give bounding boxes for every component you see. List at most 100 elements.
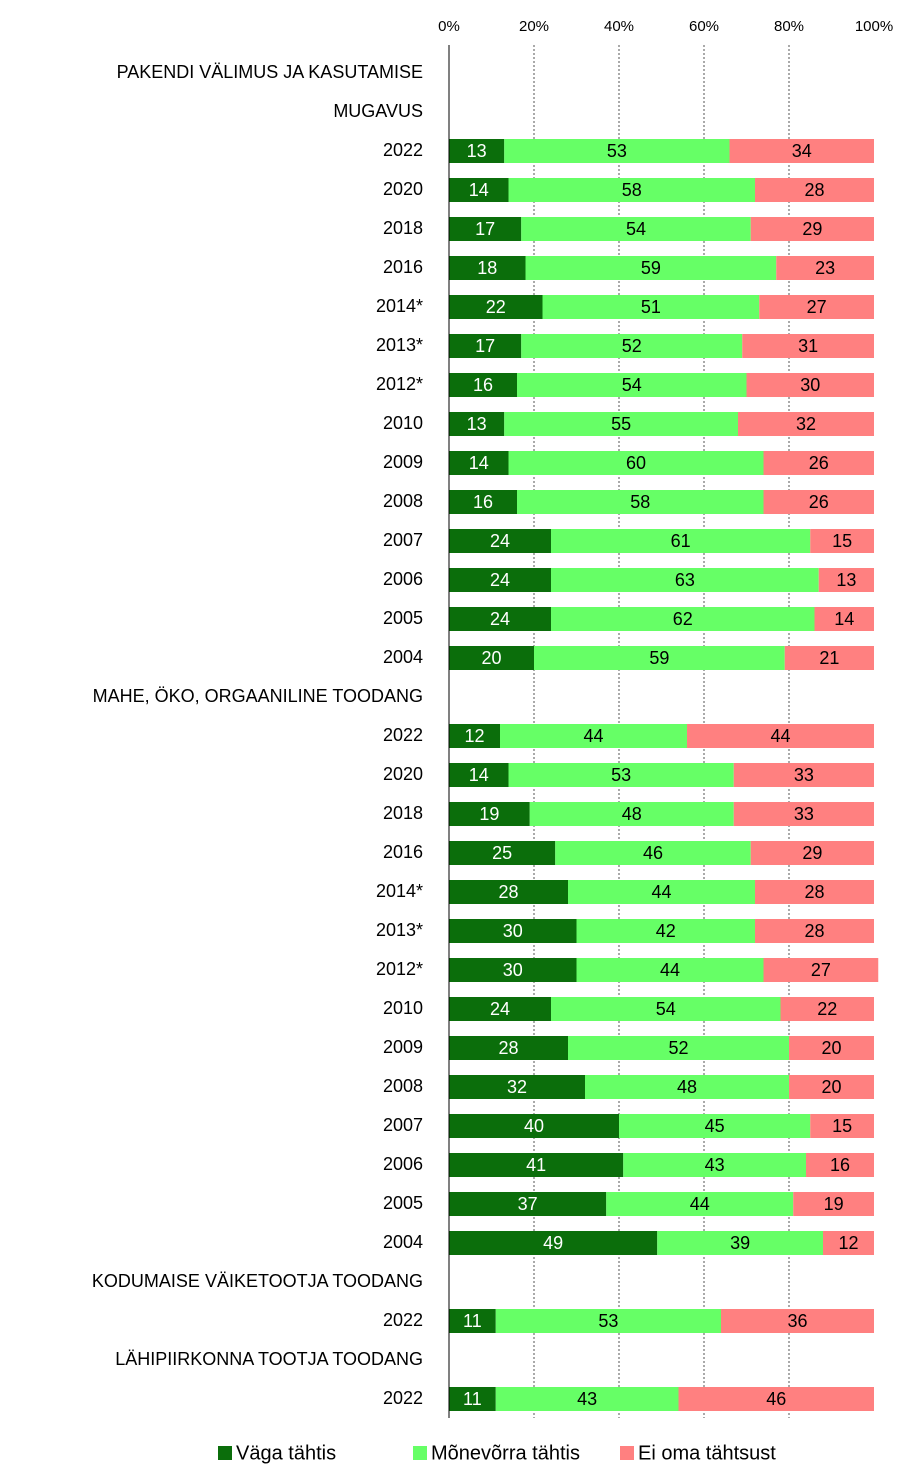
y-tick-label: 2022 bbox=[383, 1310, 423, 1330]
bar-segment bbox=[449, 724, 500, 748]
bar-segment bbox=[449, 568, 551, 592]
data-label: 46 bbox=[766, 1389, 786, 1409]
data-label: 24 bbox=[490, 999, 510, 1019]
y-tick-label: MUGAVUS bbox=[333, 101, 423, 121]
data-label: 20 bbox=[481, 648, 501, 668]
bar-segment bbox=[750, 841, 874, 865]
data-label: 53 bbox=[611, 765, 631, 785]
bar-segment bbox=[619, 1114, 811, 1138]
data-label: 14 bbox=[469, 180, 489, 200]
bar-segment bbox=[534, 646, 785, 670]
bar-segment bbox=[755, 178, 874, 202]
data-label: 40 bbox=[524, 1116, 544, 1136]
bar-segment bbox=[521, 217, 751, 241]
data-label: 16 bbox=[473, 375, 493, 395]
data-label: 20 bbox=[821, 1038, 841, 1058]
data-label: 31 bbox=[798, 336, 818, 356]
bar-segment bbox=[687, 724, 874, 748]
bar-segment bbox=[508, 178, 755, 202]
bar-segment bbox=[776, 256, 874, 280]
y-tick-label: 2005 bbox=[383, 608, 423, 628]
legend-label: Mõnevõrra tähtis bbox=[431, 1442, 580, 1464]
bar-segment bbox=[623, 1153, 806, 1177]
x-tick-label: 0% bbox=[438, 18, 460, 35]
data-label: 28 bbox=[804, 882, 824, 902]
data-label: 14 bbox=[834, 609, 854, 629]
bar-segment bbox=[449, 256, 526, 280]
bar-segment bbox=[606, 1192, 794, 1216]
bar-segment bbox=[742, 334, 874, 358]
data-label: 19 bbox=[824, 1194, 844, 1214]
y-tick-label: 2014* bbox=[376, 296, 423, 316]
y-tick-label: PAKENDI VÄLIMUS JA KASUTAMISE bbox=[117, 62, 423, 82]
bar-segment bbox=[508, 451, 764, 475]
bar-segment bbox=[733, 763, 874, 787]
x-tick-label: 100% bbox=[855, 18, 893, 35]
data-label: 22 bbox=[817, 999, 837, 1019]
data-label: 54 bbox=[626, 219, 646, 239]
bar-segment bbox=[449, 178, 509, 202]
bar-segment bbox=[449, 1192, 607, 1216]
bar-segment bbox=[585, 1075, 789, 1099]
bar-segment bbox=[789, 1036, 874, 1060]
data-label: 22 bbox=[486, 297, 506, 317]
data-label: 32 bbox=[507, 1077, 527, 1097]
bar-segment bbox=[449, 529, 551, 553]
data-label: 44 bbox=[651, 882, 671, 902]
bar-segment bbox=[678, 1387, 874, 1411]
bar-segment bbox=[495, 1387, 679, 1411]
data-label: 25 bbox=[492, 843, 512, 863]
data-label: 30 bbox=[800, 375, 820, 395]
data-label: 15 bbox=[832, 531, 852, 551]
y-tick-label: 2016 bbox=[383, 842, 423, 862]
data-label: 59 bbox=[641, 258, 661, 278]
bar-segment bbox=[529, 802, 734, 826]
data-label: 33 bbox=[794, 804, 814, 824]
bar-segment bbox=[449, 646, 534, 670]
x-tick-label: 60% bbox=[689, 18, 719, 35]
bar-segment bbox=[525, 256, 777, 280]
bar-segment bbox=[657, 1231, 823, 1255]
data-label: 27 bbox=[811, 960, 831, 980]
data-label: 12 bbox=[838, 1233, 858, 1253]
bar-segment bbox=[449, 412, 505, 436]
y-tick-label: 2007 bbox=[383, 530, 423, 550]
bar-segment bbox=[784, 646, 874, 670]
bar-segment bbox=[759, 295, 874, 319]
data-label: 63 bbox=[675, 570, 695, 590]
y-tick-label: 2020 bbox=[383, 179, 423, 199]
x-tick-label: 40% bbox=[604, 18, 634, 35]
data-label: 27 bbox=[807, 297, 827, 317]
bar-segment bbox=[551, 529, 811, 553]
bar-segment bbox=[750, 217, 874, 241]
data-label: 29 bbox=[802, 843, 822, 863]
data-label: 15 bbox=[832, 1116, 852, 1136]
y-tick-label: 2008 bbox=[383, 1076, 423, 1096]
bar-segment bbox=[449, 763, 509, 787]
data-label: 28 bbox=[498, 1038, 518, 1058]
data-label: 26 bbox=[809, 453, 829, 473]
y-tick-label: MAHE, ÖKO, ORGAANILINE TOODANG bbox=[93, 686, 423, 706]
bar-segment bbox=[504, 139, 730, 163]
data-label: 59 bbox=[649, 648, 669, 668]
bar-segment bbox=[555, 841, 751, 865]
bar-segment bbox=[449, 880, 568, 904]
bar-segment bbox=[449, 490, 517, 514]
y-tick-label: 2004 bbox=[383, 1232, 423, 1252]
y-tick-label: 2006 bbox=[383, 569, 423, 589]
bar-segment bbox=[449, 295, 543, 319]
y-tick-label: 2012* bbox=[376, 959, 423, 979]
data-label: 52 bbox=[668, 1038, 688, 1058]
data-label: 13 bbox=[836, 570, 856, 590]
y-tick-label: 2012* bbox=[376, 374, 423, 394]
bar-segment bbox=[517, 373, 747, 397]
data-label: 43 bbox=[705, 1155, 725, 1175]
data-label: 28 bbox=[498, 882, 518, 902]
data-label: 54 bbox=[656, 999, 676, 1019]
data-label: 29 bbox=[802, 219, 822, 239]
bar-segment bbox=[449, 1309, 496, 1333]
data-label: 24 bbox=[490, 609, 510, 629]
data-label: 20 bbox=[821, 1077, 841, 1097]
data-label: 44 bbox=[690, 1194, 710, 1214]
bar-segment bbox=[810, 1114, 874, 1138]
